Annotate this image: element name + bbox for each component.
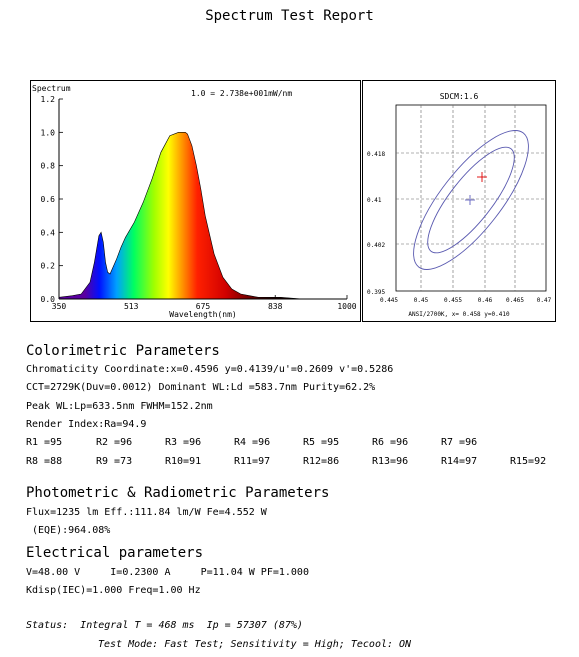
cie-xtick: 0.445 — [380, 297, 398, 304]
spectrum-xtick: 1000 — [337, 302, 356, 311]
electrical-heading: Electrical parameters — [26, 545, 203, 561]
spectrum-xtick: 513 — [124, 302, 139, 311]
spectrum-chart: Spectrum 1.0 = 2.738e+001mW/nm 1.2 1.0 0.8… — [31, 81, 360, 321]
spectrum-ytick: 0.2 — [41, 262, 56, 271]
colorimetric-heading: Colorimetric Parameters — [26, 343, 220, 359]
render-index-line: Render Index:Ra=94.9 — [26, 419, 146, 430]
r-value: R13=96 — [372, 456, 408, 467]
r-value: R11=97 — [234, 456, 270, 467]
spectrum-panel: Spectrum 1.0 = 2.738e+001mW/nm 1.2 1.0 0.8… — [30, 80, 361, 322]
cie-title: SDCM:1.6 — [440, 92, 479, 101]
test-mode-line: Test Mode: Fast Test; Sensitivity = High… — [98, 639, 411, 650]
cie-xtick: 0.46 — [478, 297, 493, 304]
r-value: R7 =96 — [441, 437, 477, 448]
spectrum-label: Spectrum — [32, 84, 71, 93]
r-value: R15=92 — [510, 456, 546, 467]
cie-ytick: 0.395 — [367, 289, 385, 296]
spectrum-ytick: 0.4 — [41, 228, 56, 237]
cie-chart: SDCM:1.6 0.418 0.41 0.402 0.395 0.445 0.… — [363, 81, 555, 321]
status-line: Status: Integral T = 468 ms Ip = 57307 (… — [26, 620, 303, 631]
eqe-line: (EQE):964.08% — [26, 525, 110, 536]
r-value: R9 =73 — [96, 456, 132, 467]
cie-xtick: 0.465 — [506, 297, 524, 304]
spectrum-area — [59, 132, 347, 299]
r-value: R6 =96 — [372, 437, 408, 448]
r-value: R10=91 — [165, 456, 201, 467]
kdisp-line: Kdisp(IEC)=1.000 Freq=1.00 Hz — [26, 585, 201, 596]
r-value: R4 =96 — [234, 437, 270, 448]
voltage-line: V=48.00 V I=0.2300 A P=11.04 W PF=1.000 — [26, 567, 309, 578]
flux-line: Flux=1235 lm Eff.:111.84 lm/W Fe=4.552 W — [26, 507, 267, 518]
cie-ytick: 0.418 — [367, 151, 385, 158]
report-title: Spectrum Test Report — [0, 8, 579, 24]
r-value: R2 =96 — [96, 437, 132, 448]
r-value: R14=97 — [441, 456, 477, 467]
peak-wl-line: Peak WL:Lp=633.5nm FWHM=152.2nm — [26, 401, 213, 412]
measured-point-marker — [477, 172, 487, 182]
spectrum-ytick: 1.0 — [41, 128, 56, 137]
cie-ytick: 0.41 — [367, 197, 382, 204]
reference-point-marker — [465, 195, 475, 205]
r-value: R3 =96 — [165, 437, 201, 448]
spectrum-xlabel: Wavelength(nm) — [169, 310, 236, 319]
photometric-heading: Photometric & Radiometric Parameters — [26, 485, 329, 501]
spectrum-ytick: 0.8 — [41, 162, 56, 171]
chromaticity-line: Chromaticity Coordinate:x=0.4596 y=0.413… — [26, 364, 393, 375]
cie-xtick: 0.455 — [444, 297, 462, 304]
cie-xtick: 0.47 — [537, 297, 552, 304]
r-value: R1 =95 — [26, 437, 62, 448]
spectrum-ytick: 0.6 — [41, 195, 56, 204]
r-value: R12=86 — [303, 456, 339, 467]
cct-line: CCT=2729K(Duv=0.0012) Dominant WL:Ld =58… — [26, 382, 375, 393]
cie-footer: ANSI/2700K, x= 0.458 y=0.410 — [408, 311, 510, 318]
r-value: R8 =88 — [26, 456, 62, 467]
spectrum-xtick: 838 — [268, 302, 283, 311]
cie-panel: SDCM:1.6 0.418 0.41 0.402 0.395 0.445 0.… — [362, 80, 556, 322]
cie-xtick: 0.45 — [414, 297, 429, 304]
r-value: R5 =95 — [303, 437, 339, 448]
spectrum-ytick: 1.2 — [41, 95, 56, 104]
cie-ytick: 0.402 — [367, 242, 385, 249]
spectrum-scale-note: 1.0 = 2.738e+001mW/nm — [191, 89, 292, 98]
spectrum-xtick: 350 — [52, 302, 67, 311]
